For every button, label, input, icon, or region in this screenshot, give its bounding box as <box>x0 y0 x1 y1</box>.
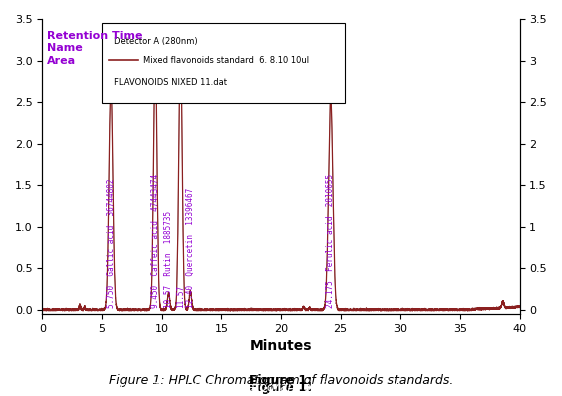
Text: Figure 1: HPLC Chromatogram of flavonoids standards.: Figure 1: HPLC Chromatogram of flavonoid… <box>109 381 453 394</box>
Text: 24.175  Ferulic acid  2810655: 24.175 Ferulic acid 2810655 <box>327 174 336 308</box>
FancyBboxPatch shape <box>102 23 346 103</box>
Text: Retention Time
Name
Area: Retention Time Name Area <box>47 31 143 66</box>
Text: 9.450  Caffeic acid  47443474: 9.450 Caffeic acid 47443474 <box>151 174 160 308</box>
X-axis label: Minutes: Minutes <box>250 339 312 353</box>
Text: 12.40  Quercetin  13396467: 12.40 Quercetin 13396467 <box>186 188 195 308</box>
Text: FLAVONOIDS NIXED 11.dat: FLAVONOIDS NIXED 11.dat <box>114 78 227 87</box>
Text: Figure 1:: Figure 1: <box>250 374 312 387</box>
Text: Detector A (280nm): Detector A (280nm) <box>114 37 198 46</box>
Text: 10.57  Rutin  1885735: 10.57 Rutin 1885735 <box>164 211 173 308</box>
Text: 5.750  Gallic acid  36744802: 5.750 Gallic acid 36744802 <box>107 179 116 308</box>
Text: Figure 1:: Figure 1: <box>250 381 312 394</box>
Text: Figure 1: HPLC Chromatogram of flavonoids standards.: Figure 1: HPLC Chromatogram of flavonoid… <box>109 374 453 387</box>
Text: Mixed flavonoids standard  6. 8.10 10ul: Mixed flavonoids standard 6. 8.10 10ul <box>143 56 309 65</box>
Text: 11.57: 11.57 <box>176 285 185 308</box>
